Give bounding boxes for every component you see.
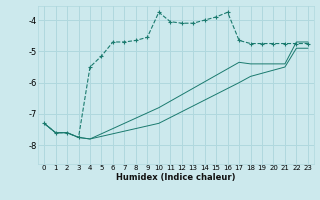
X-axis label: Humidex (Indice chaleur): Humidex (Indice chaleur) xyxy=(116,173,236,182)
